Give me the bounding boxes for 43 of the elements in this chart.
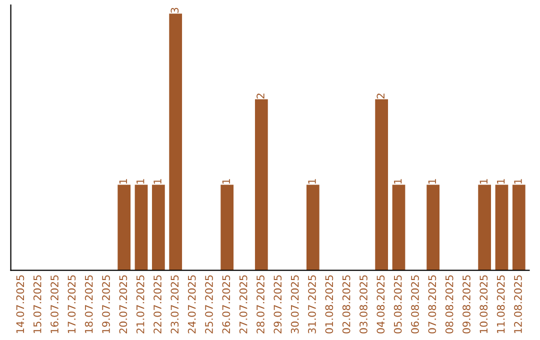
data-label: 1 <box>222 179 230 184</box>
data-label: 1 <box>497 179 505 184</box>
x-tick-label: 04.08.2025 <box>376 275 385 334</box>
data-label: 1 <box>428 179 436 184</box>
x-tick-label: 05.08.2025 <box>394 275 402 334</box>
x-tick-label: 29.07.2025 <box>274 275 282 334</box>
x-tick-label: 07.08.2025 <box>428 275 436 334</box>
x-tick-label: 03.08.2025 <box>360 275 368 334</box>
x-tick-label: 21.07.2025 <box>136 275 144 334</box>
x-tick-label: 31.07.2025 <box>308 275 316 334</box>
x-tick-label: 26.07.2025 <box>222 275 230 334</box>
data-label: 1 <box>394 179 402 184</box>
data-label: 2 <box>256 94 264 98</box>
x-tick-label: 06.08.2025 <box>411 275 419 334</box>
x-tick-label: 22.07.2025 <box>154 275 162 334</box>
x-tick-label: 12.08.2025 <box>514 275 522 333</box>
x-tick-label: 11.08.2025 <box>496 275 505 333</box>
data-label: 1 <box>119 179 127 184</box>
x-tick-label: 17.07.2025 <box>68 275 76 333</box>
x-tick-label: 23.07.2025 <box>170 275 179 334</box>
x-tick-label: 14.07.2025 <box>16 275 24 333</box>
x-tick-label: 20.07.2025 <box>119 275 128 334</box>
data-label: 1 <box>136 179 144 184</box>
data-label: 1 <box>308 179 316 184</box>
data-label: 1 <box>514 179 522 184</box>
x-tick-label: 02.08.2025 <box>342 275 350 334</box>
x-tick-label: 28.07.2025 <box>256 275 264 334</box>
x-tick-label: 16.07.2025 <box>50 275 58 333</box>
x-tick-label: 18.07.2025 <box>84 275 93 333</box>
x-tick-label: 09.08.2025 <box>462 275 470 334</box>
data-label: 3 <box>170 8 179 13</box>
data-label: 1 <box>480 179 488 184</box>
x-tick-label: 15.07.2025 <box>33 275 42 333</box>
x-tick-label: 19.07.2025 <box>102 275 110 333</box>
x-tick-label: 25.07.2025 <box>205 275 213 334</box>
x-tick-label: 27.07.2025 <box>239 275 248 334</box>
data-label: 1 <box>154 179 162 184</box>
x-tick-label: 24.07.2025 <box>188 275 196 334</box>
data-label: 2 <box>376 94 384 98</box>
x-tick-label: 10.08.2025 <box>480 275 488 333</box>
x-tick-label: 08.08.2025 <box>445 275 454 334</box>
x-tick-label: 01.08.2025 <box>325 275 334 334</box>
x-tick-label: 30.07.2025 <box>290 275 299 334</box>
